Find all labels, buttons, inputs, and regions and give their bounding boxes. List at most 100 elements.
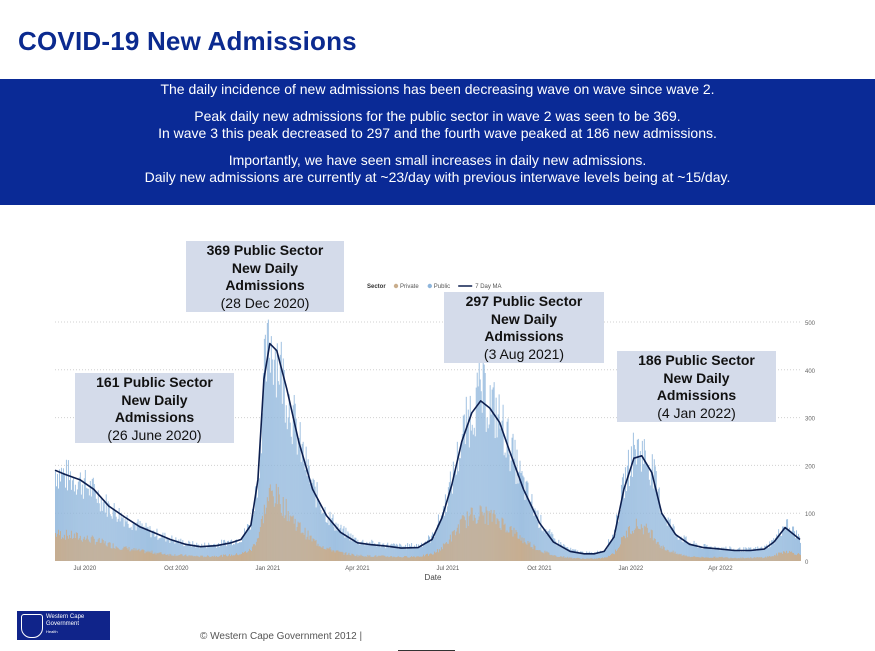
public-bar — [206, 548, 208, 561]
private-bar — [694, 556, 696, 561]
public-bar — [314, 486, 316, 561]
private-bar — [775, 555, 777, 561]
private-bar — [124, 547, 126, 561]
private-bar — [365, 556, 367, 561]
public-bar — [527, 482, 529, 561]
private-bar — [679, 554, 681, 561]
public-bar — [257, 464, 259, 561]
private-bar — [409, 557, 411, 561]
public-bar — [353, 538, 355, 561]
private-bar — [181, 554, 183, 561]
public-bar — [490, 414, 492, 561]
private-bar — [80, 540, 82, 561]
public-bar — [216, 547, 218, 561]
private-bar — [301, 532, 303, 561]
public-bar — [515, 483, 517, 561]
public-bar — [177, 542, 179, 561]
private-bar — [638, 529, 640, 561]
public-bar — [160, 537, 162, 561]
private-bar — [373, 556, 375, 561]
public-bar — [572, 549, 574, 561]
public-bar — [539, 527, 541, 561]
public-bar — [620, 484, 622, 561]
public-bar — [289, 422, 291, 561]
private-bar — [338, 551, 340, 561]
public-bar — [309, 484, 311, 561]
private-bar — [446, 543, 448, 561]
private-bar — [355, 556, 357, 561]
public-bar — [628, 486, 630, 561]
public-bar — [91, 479, 93, 561]
private-bar — [308, 539, 310, 561]
public-bar — [764, 545, 766, 561]
public-bar — [80, 494, 82, 561]
public-bar — [77, 481, 79, 561]
public-bar — [613, 538, 614, 561]
public-bar — [56, 474, 58, 561]
public-bar — [455, 474, 457, 561]
public-bar — [283, 370, 285, 561]
private-bar — [356, 554, 358, 561]
private-bar — [469, 514, 471, 561]
public-bar — [617, 521, 619, 561]
public-bar — [320, 509, 322, 561]
public-bar — [794, 531, 796, 561]
x-tick-label: Jan 2021 — [256, 566, 281, 572]
public-bar — [434, 533, 436, 561]
private-bar — [145, 551, 147, 561]
public-bar — [403, 546, 405, 561]
public-bar — [563, 543, 565, 561]
callout-line: New Daily — [121, 391, 188, 408]
public-bar — [707, 547, 709, 561]
public-bar — [619, 509, 621, 561]
private-bar — [240, 554, 242, 561]
public-bar — [305, 446, 307, 561]
public-bar — [72, 477, 74, 561]
private-bar — [97, 539, 99, 561]
public-bar — [426, 542, 428, 561]
public-bar — [461, 434, 463, 561]
public-bar — [473, 427, 475, 561]
private-bar — [294, 518, 296, 561]
private-bar — [415, 557, 417, 561]
public-bar — [439, 522, 441, 561]
public-bar — [471, 424, 473, 561]
public-bar — [429, 542, 431, 561]
public-bar — [433, 537, 435, 561]
private-bar — [233, 555, 235, 561]
public-bar — [246, 524, 248, 561]
private-bar — [685, 555, 687, 561]
private-bar — [433, 551, 435, 561]
private-bar — [99, 543, 101, 561]
public-bar — [85, 487, 87, 561]
public-bar — [770, 546, 772, 561]
private-bar — [370, 556, 372, 561]
public-bar — [550, 534, 552, 561]
public-bar — [152, 530, 154, 561]
private-bar — [251, 546, 253, 561]
public-bar — [155, 535, 157, 561]
private-bar — [268, 487, 270, 561]
private-bar — [299, 522, 301, 561]
public-bar — [119, 521, 121, 561]
private-bar — [64, 539, 66, 561]
private-bar — [595, 558, 597, 561]
public-bar — [779, 535, 781, 561]
public-bar — [648, 479, 650, 561]
public-bar — [761, 546, 763, 561]
public-bar — [660, 509, 662, 561]
private-bar — [389, 556, 391, 561]
public-bar — [635, 464, 637, 561]
public-bar — [400, 544, 402, 561]
public-bar — [536, 519, 538, 561]
public-bar — [576, 551, 578, 561]
private-bar — [585, 558, 587, 561]
callout-line: 161 Public Sector — [96, 374, 213, 390]
private-bar — [498, 521, 500, 561]
public-bar — [705, 545, 707, 561]
private-bar — [234, 555, 236, 561]
private-bar — [325, 549, 327, 561]
private-bar — [289, 515, 291, 561]
public-bar — [66, 490, 68, 561]
public-bar — [234, 544, 236, 561]
